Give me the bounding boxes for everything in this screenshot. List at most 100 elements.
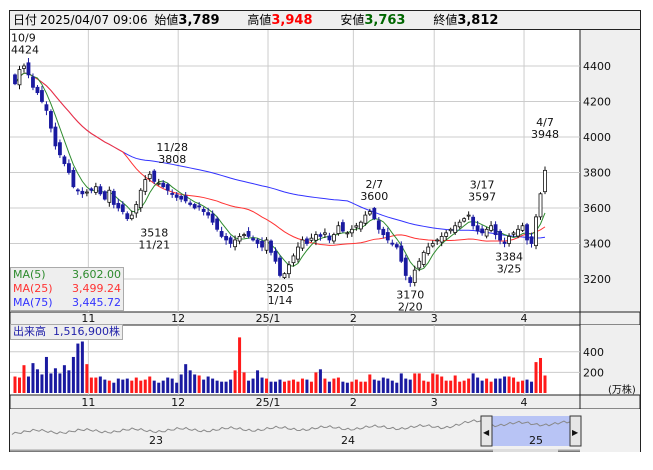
candle-body [62, 156, 67, 165]
volume-bar [363, 381, 367, 393]
volume-bar [512, 377, 516, 393]
candle-body [349, 228, 354, 234]
volume-bar [431, 373, 435, 393]
volume-bar [166, 377, 170, 393]
volume-bar [489, 381, 493, 393]
scrollbar-track[interactable] [10, 449, 580, 452]
ma-legend: MA(5) 3,602.00 MA(25) 3,499.24 MA(75) 3,445… [10, 267, 124, 311]
candle-body [201, 209, 206, 212]
navigator-selection [487, 416, 575, 446]
candle-body [453, 225, 458, 233]
annotation-date: 11/28 [156, 141, 188, 154]
candle-body [300, 239, 305, 249]
volume-bar [543, 375, 547, 393]
volume-bar [85, 364, 89, 393]
volume-tick-label: 400 [583, 346, 604, 359]
volume-bar [139, 380, 143, 393]
candle-body [138, 189, 143, 209]
volume-bar [422, 380, 426, 393]
ma5-label: MA(5) [13, 268, 46, 281]
candle-body [26, 62, 31, 76]
high-value: 3,948 [271, 13, 313, 28]
navigator-left-handle[interactable] [480, 415, 493, 447]
volume-bar [215, 380, 219, 393]
candle-body [412, 269, 417, 283]
volume-bar [444, 380, 448, 393]
volume-bar [287, 380, 291, 393]
candle-body [327, 235, 332, 241]
volume-bar [449, 380, 453, 393]
volume-bar [476, 377, 480, 393]
month-label: 12 [171, 312, 185, 325]
candle-body [260, 240, 264, 248]
chevron-right-icon: ▶ [572, 428, 579, 437]
annotation-date: 2/20 [398, 300, 423, 313]
price-tick-label: 3800 [583, 167, 611, 180]
candle-body [426, 246, 431, 254]
volume-bar [408, 379, 412, 393]
annotation-price: 3600 [360, 190, 388, 203]
ma25-line [14, 72, 546, 246]
volume-bar [170, 378, 174, 393]
candle-body [255, 239, 260, 244]
annotation-date: 11/21 [138, 239, 170, 252]
navigator-year: 24 [341, 434, 355, 447]
candle-body [282, 273, 287, 278]
navigator-right-handle[interactable] [569, 415, 582, 447]
volume-bar [300, 378, 304, 393]
volume-bar [381, 377, 385, 393]
volume-bar [359, 381, 363, 393]
volume-bar [525, 379, 529, 393]
high-label: 高値 [247, 13, 272, 27]
candle-body [237, 235, 242, 242]
candle-body [331, 234, 336, 242]
volume-bar [103, 379, 107, 393]
candle-body [111, 190, 116, 205]
candle-body [367, 211, 372, 215]
low-value: 3,763 [364, 13, 406, 28]
annotation-date: 10/9 [11, 32, 36, 45]
candle-body [372, 207, 377, 220]
candle-body [480, 228, 485, 234]
candle-body [170, 193, 175, 195]
candle-body [107, 189, 112, 203]
candle-body [58, 142, 62, 156]
candle-body [525, 224, 529, 241]
volume-bar [265, 378, 269, 393]
candle-body [165, 184, 170, 191]
candle-body [305, 238, 309, 244]
month-label: 2 [350, 396, 357, 409]
volume-bar [31, 363, 35, 393]
volume-bar [148, 376, 152, 393]
volume-bar [309, 381, 313, 393]
volume-bar [26, 376, 30, 393]
candle-body [358, 221, 363, 230]
volume-bar [269, 381, 273, 393]
candle-body [98, 186, 103, 195]
month-label: 11 [81, 396, 95, 409]
candle-body [75, 189, 80, 192]
candle-body [233, 239, 237, 248]
volume-bar [539, 357, 543, 393]
volume-bar [399, 373, 403, 393]
price-tick-label: 4000 [583, 131, 611, 144]
volume-bar [354, 379, 358, 393]
candle-body [120, 204, 125, 212]
candle-body [435, 239, 440, 242]
candle-body [385, 232, 390, 241]
month-label: 25/1 [256, 396, 281, 409]
scrollbar-thumb[interactable] [493, 449, 558, 452]
open-label: 始値 [154, 13, 179, 27]
candle-body [93, 186, 98, 193]
annotation-date: 4/7 [536, 116, 554, 129]
volume-bar [435, 374, 439, 393]
volume-bar [534, 362, 538, 393]
candle-body [219, 231, 224, 237]
volume-bar [282, 381, 286, 393]
annotation-price: 3518 [140, 227, 168, 240]
candle-body [53, 126, 58, 147]
volume-bar [251, 378, 255, 393]
candle-body [134, 204, 139, 214]
candle-body [264, 239, 269, 251]
